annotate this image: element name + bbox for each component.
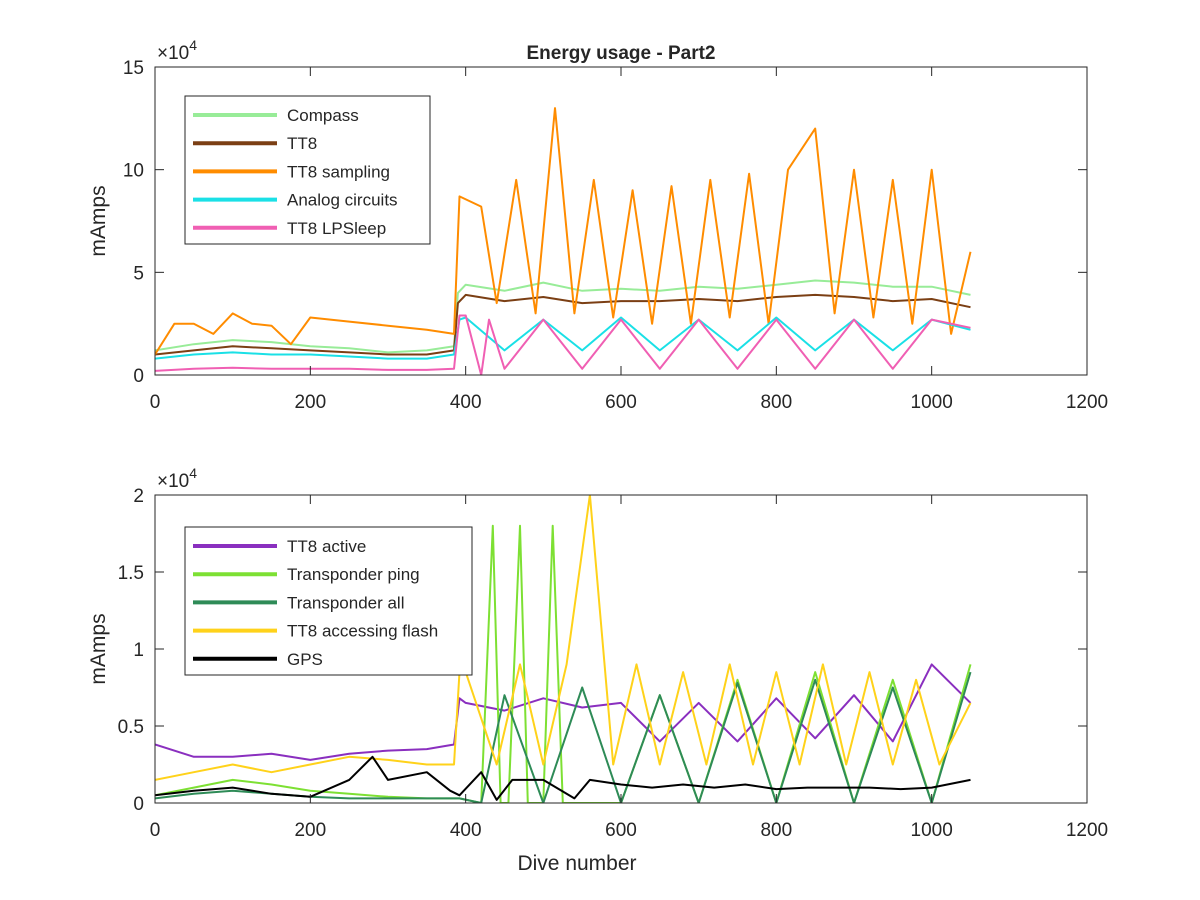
chart-title: Energy usage - Part2 xyxy=(526,43,715,64)
legend-entry: TT8 sampling xyxy=(287,162,390,181)
x-tick-label: 400 xyxy=(450,392,482,413)
x-tick-label: 1000 xyxy=(911,392,953,413)
legend-entry: TT8 LPSleep xyxy=(287,219,386,238)
series-line-tt8 xyxy=(155,293,971,356)
exponent-base: ×10 xyxy=(157,471,189,492)
y-axis-label: mAmps xyxy=(87,613,110,684)
exponent-power: 4 xyxy=(189,465,197,481)
chart-top-energy-usage: 0 200 400 600 800 1000 1200 0 5 10 15 ×104 Energy us… xyxy=(87,37,1108,413)
x-tick-label: 600 xyxy=(605,820,637,841)
legend: Compass TT8 TT8 sampling Analog circuits TT8… xyxy=(184,95,431,245)
series-group xyxy=(155,495,972,803)
series-line-tt8-sampling xyxy=(155,107,972,356)
series-group xyxy=(155,107,972,375)
x-tick-label: 800 xyxy=(760,392,792,413)
exponent-base: ×10 xyxy=(157,43,189,64)
x-tick-label: 1200 xyxy=(1066,820,1108,841)
y-exponent-label: ×104 xyxy=(157,465,197,492)
x-tick-label: 0 xyxy=(150,392,161,413)
x-tick-label: 1000 xyxy=(911,820,953,841)
y-tick-label: 0.5 xyxy=(118,717,144,738)
y-tick-label: 0 xyxy=(133,366,144,387)
x-axis-label: Dive number xyxy=(517,852,636,875)
chart-bottom-energy-usage: 0 200 400 600 800 1000 1200 0 0.5 1 1.5 2 ×104 mAmps D… xyxy=(87,465,1108,875)
x-tick-label: 600 xyxy=(605,392,637,413)
exponent-power: 4 xyxy=(189,37,197,53)
x-tick-label: 400 xyxy=(450,820,482,841)
y-tick-label: 2 xyxy=(133,486,144,507)
series-line-tt8-accessing-flash xyxy=(155,495,972,781)
legend-entry: TT8 accessing flash xyxy=(287,622,438,641)
series-line-analog-circuits xyxy=(155,316,971,360)
x-tick-label: 200 xyxy=(294,392,326,413)
y-tick-label: 1.5 xyxy=(118,563,144,584)
y-tick-label: 15 xyxy=(123,58,144,79)
legend-entry: Compass xyxy=(287,106,359,125)
y-tick-label: 10 xyxy=(123,161,144,182)
legend-entry: Transponder all xyxy=(287,593,405,612)
legend-entry: Analog circuits xyxy=(287,191,398,210)
x-tick-label: 0 xyxy=(150,820,161,841)
y-tick-label: 1 xyxy=(133,640,144,661)
y-tick-label: 5 xyxy=(133,263,144,284)
y-exponent-label: ×104 xyxy=(157,37,197,64)
legend-entry: TT8 xyxy=(287,134,317,153)
legend-entry: Transponder ping xyxy=(287,565,420,584)
x-tick-label: 200 xyxy=(294,820,326,841)
series-line-compass xyxy=(155,279,971,354)
series-line-tt8-active xyxy=(155,663,972,761)
series-line-gps xyxy=(155,755,971,801)
legend-entry: GPS xyxy=(287,650,323,669)
x-tick-label: 800 xyxy=(760,820,792,841)
legend-entry: TT8 active xyxy=(287,537,366,556)
legend: TT8 active Transponder ping Transponder al… xyxy=(184,526,473,676)
y-axis-label: mAmps xyxy=(87,185,110,256)
series-line-tt8-lpsleep xyxy=(155,314,971,375)
x-tick-label: 1200 xyxy=(1066,392,1108,413)
y-tick-label: 0 xyxy=(133,794,144,815)
